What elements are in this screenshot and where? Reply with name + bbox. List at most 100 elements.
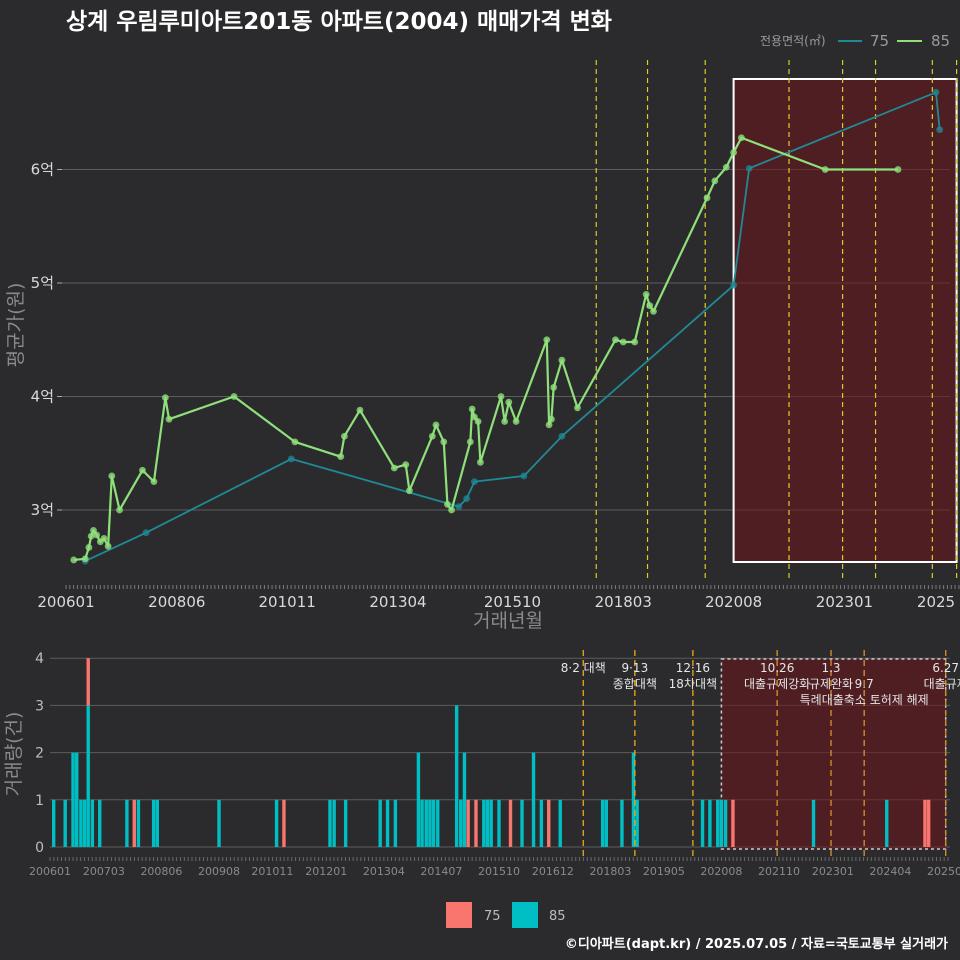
bar-85 [558, 799, 562, 847]
bar-85 [700, 799, 705, 847]
bar-85 [155, 799, 159, 847]
data-point-85 [341, 432, 348, 440]
data-point-75 [745, 164, 753, 172]
data-point-85 [85, 544, 93, 551]
data-point-85 [440, 438, 448, 446]
series-line-85 [73, 136, 898, 562]
price-chart: 3억 4억 5억 6억 200601 200806 201011 201304 201510 20… [5, 32, 960, 632]
x-tick-label: 200908 [198, 865, 240, 878]
data-point-85 [81, 555, 89, 563]
bar-85 [716, 799, 720, 847]
bar-85 [436, 799, 440, 847]
bar-85 [82, 799, 87, 847]
bar-85 [51, 799, 56, 847]
policy-annotation: 1.3 [821, 661, 840, 675]
data-point-85 [356, 406, 364, 414]
bar-75 [926, 799, 931, 847]
bar-85 [620, 799, 624, 847]
data-point-85 [631, 338, 639, 346]
x-tick-label: 202008 [700, 865, 742, 878]
policy-annotation: 12·16 [676, 661, 710, 675]
x-tick-label: 202301 [816, 593, 873, 611]
bar-85 [71, 752, 75, 847]
x-tick-label: 201407 [420, 865, 462, 878]
bar-85 [482, 799, 486, 847]
data-point-85 [230, 393, 238, 400]
data-point-85 [406, 487, 413, 495]
bar-85 [424, 799, 428, 847]
bar-85 [274, 799, 279, 847]
policy-annotation: 9.7 [855, 677, 874, 691]
policy-annotation: 8·2 대책 [561, 660, 606, 675]
policy-annotation: 18차대책 [669, 676, 717, 691]
x-tick-label: 200703 [83, 865, 125, 878]
data-point-85 [574, 404, 581, 412]
legend-swatch-85 [512, 902, 538, 928]
data-point-75 [932, 88, 940, 96]
data-point-85 [165, 415, 173, 423]
bar-85 [531, 752, 536, 847]
data-point-85 [93, 531, 101, 539]
x-tick-label: 202008 [705, 593, 762, 611]
policy-annotation: 대출규제강화 [744, 677, 810, 691]
x-tick-label: 201304 [369, 593, 426, 611]
bar-85 [600, 799, 605, 847]
data-point-85 [703, 194, 711, 202]
x-tick-label: 201803 [595, 593, 652, 611]
data-point-85 [100, 534, 108, 542]
bar-85 [332, 799, 336, 847]
data-point-85 [291, 438, 299, 446]
bar-85 [393, 799, 398, 847]
x-tick-label: 201510 [484, 593, 541, 611]
bar-85 [485, 799, 490, 847]
data-point-75 [471, 478, 478, 486]
data-point-85 [108, 472, 116, 480]
bar-85 [497, 799, 501, 847]
policy-annotation: 종합대책 [613, 676, 657, 691]
bar-85 [79, 799, 83, 847]
x-tick-label: 201612 [532, 865, 574, 878]
bar-85 [431, 799, 436, 847]
legend-title: 전용면적(㎡) [760, 34, 826, 48]
bar-85 [217, 799, 221, 847]
data-point-85 [87, 532, 95, 540]
bar-85 [125, 799, 129, 847]
data-point-85 [512, 418, 520, 425]
bar-75 [86, 658, 90, 706]
data-point-85 [468, 405, 476, 413]
bar-85 [63, 799, 67, 847]
bar-85 [90, 799, 95, 847]
y-tick-label: 4 [35, 651, 44, 667]
data-point-85 [642, 290, 650, 298]
x-tick-label: 201304 [363, 865, 405, 878]
data-point-85 [474, 418, 482, 425]
y-tick-label: 4억 [31, 388, 54, 406]
x-tick-label: 201803 [589, 865, 631, 878]
x-tick-label: 201201 [305, 865, 347, 878]
y-axis-title: 거래량(건) [3, 712, 25, 797]
data-point-85 [402, 461, 410, 468]
footer-credit: ©디아파트(dapt.kr) / 2025.07.05 / 자료=국토교통부 실… [565, 936, 948, 952]
x-tick-label: 2025 [917, 593, 955, 611]
bar-85 [420, 799, 424, 847]
x-tick-label: 201011 [251, 865, 293, 878]
data-point-85 [150, 478, 158, 486]
data-point-75 [520, 472, 528, 480]
data-point-85 [505, 398, 513, 406]
data-point-85 [70, 556, 78, 564]
legend-label-75: 75 [484, 909, 501, 924]
data-point-85 [161, 394, 169, 402]
bar-75 [474, 799, 478, 847]
data-point-85 [476, 458, 484, 466]
y-tick-label: 5억 [31, 274, 54, 292]
data-point-85 [646, 302, 654, 310]
y-tick-label: 3억 [31, 501, 54, 519]
bar-85 [723, 799, 728, 847]
bar-85 [719, 799, 724, 847]
data-point-75 [287, 455, 295, 463]
series-line-75 [84, 91, 941, 562]
bar-75 [508, 799, 513, 847]
x-tick-label: 202110 [758, 865, 800, 878]
highlight-box [732, 78, 958, 563]
legend-label-85: 85 [931, 32, 950, 50]
